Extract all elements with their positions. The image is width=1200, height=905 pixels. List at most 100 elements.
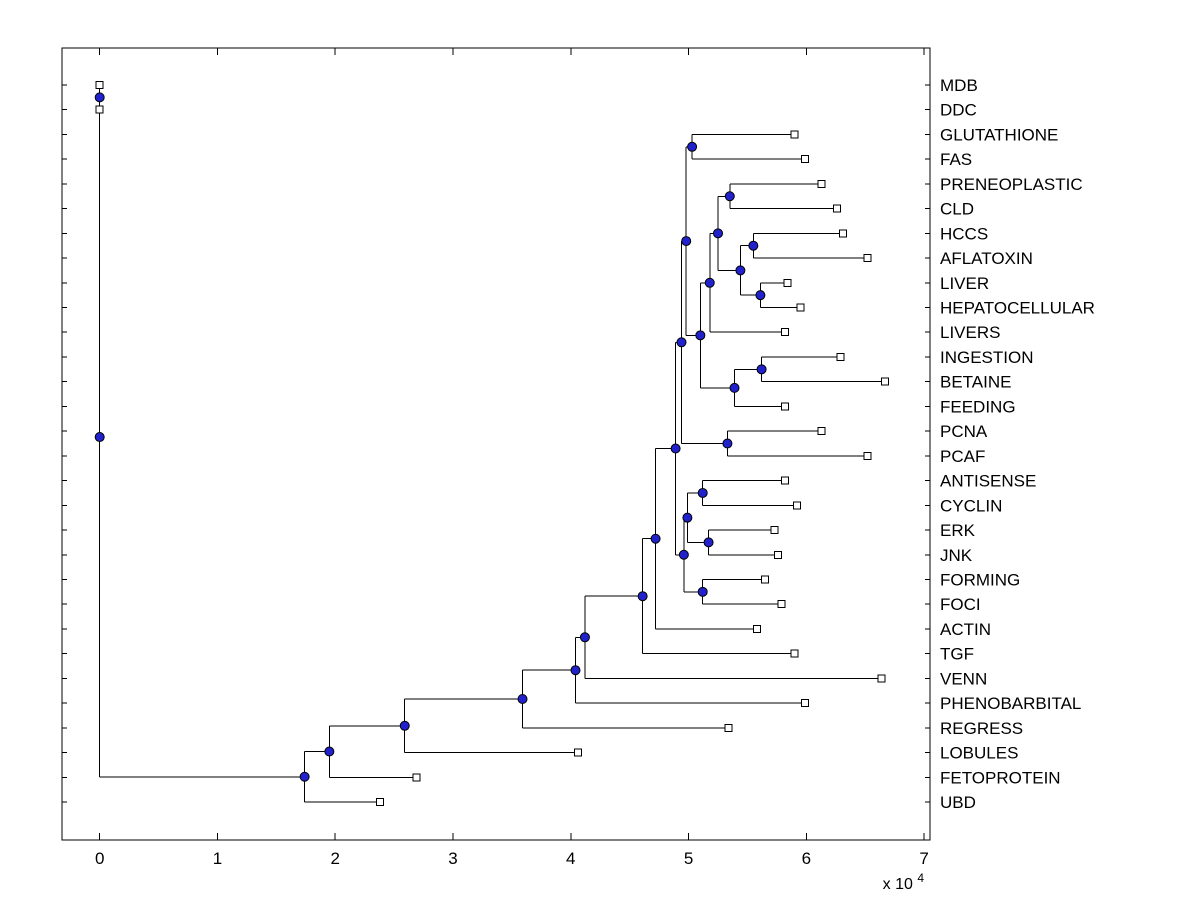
leaf-marker (752, 624, 761, 633)
x-axis-tick-label: 1 (213, 849, 222, 868)
leaf-marker (412, 773, 421, 782)
leaf-label: PRENEOPLASTIC (940, 175, 1083, 194)
leaf-marker (790, 130, 799, 139)
x-axis-tick-label: 7 (919, 849, 928, 868)
leaf-label: GLUTATHIONE (940, 125, 1058, 144)
internal-node-marker (650, 533, 661, 544)
leaf-label: PHENOBARBITAL (940, 694, 1081, 713)
internal-node-marker (670, 443, 681, 454)
internal-node-marker (729, 382, 740, 393)
leaf-marker (836, 352, 845, 361)
internal-node-marker (703, 537, 714, 548)
leaf-marker (724, 723, 733, 732)
leaf-label: AFLATOXIN (940, 249, 1033, 268)
internal-node-marker (517, 694, 528, 705)
internal-node-marker (724, 191, 735, 202)
plot-box (61, 47, 931, 841)
internal-node-marker (94, 92, 105, 103)
leaf-label: INGESTION (940, 348, 1034, 367)
leaf-label: HEPATOCELLULAR (940, 299, 1095, 318)
leaf-label: REGRESS (940, 719, 1023, 738)
internal-node-marker (299, 771, 310, 782)
leaf-marker (838, 229, 847, 238)
x-axis-tick-label: 4 (566, 849, 575, 868)
internal-node-marker (324, 746, 335, 757)
leaf-marker (817, 179, 826, 188)
leaf-marker (781, 476, 790, 485)
leaf-label: CLD (940, 200, 974, 219)
leaf-label: CYCLIN (940, 496, 1002, 515)
internal-node-marker (704, 277, 715, 288)
x-axis-tick-label: 2 (331, 849, 340, 868)
x-axis-tick-label: 5 (684, 849, 693, 868)
leaf-label: DDC (940, 101, 977, 120)
internal-node-marker (94, 432, 105, 443)
leaf-marker (375, 797, 384, 806)
internal-node-marker (682, 512, 693, 523)
leaf-label: TGF (940, 645, 974, 664)
leaf-marker (877, 674, 886, 683)
leaf-label: HCCS (940, 224, 988, 243)
leaf-label: VENN (940, 669, 987, 688)
internal-node-marker (399, 720, 410, 731)
internal-node-marker (713, 228, 724, 239)
leaf-marker (777, 600, 786, 609)
axis-multiplier-label: x 10 4 (883, 871, 925, 893)
leaf-marker (95, 81, 104, 89)
leaf-marker (781, 402, 790, 411)
leaf-label: JNK (940, 546, 973, 565)
leaf-label: PCAF (940, 447, 985, 466)
internal-node-marker (735, 265, 746, 276)
internal-node-marker (676, 337, 687, 348)
leaf-label: FORMING (940, 570, 1020, 589)
leaf-label: LIVER (940, 274, 989, 293)
internal-node-marker (722, 438, 733, 449)
internal-node-marker (681, 236, 692, 247)
internal-node-marker (678, 549, 689, 560)
leaf-label: BETAINE (940, 373, 1011, 392)
leaf-marker (801, 699, 810, 708)
leaf-marker (774, 550, 783, 559)
x-axis-tick-label: 3 (448, 849, 457, 868)
leaf-label: ANTISENSE (940, 472, 1036, 491)
leaf-marker (801, 155, 810, 164)
leaf-marker (817, 427, 826, 436)
leaf-marker (796, 303, 805, 312)
leaf-marker (770, 526, 779, 535)
internal-node-marker (748, 240, 759, 251)
leaf-marker (781, 328, 790, 337)
internal-node-marker (637, 591, 648, 602)
leaf-label: PCNA (940, 422, 988, 441)
leaf-marker (573, 748, 582, 757)
leaf-label: ACTIN (940, 620, 991, 639)
leaf-marker (761, 575, 770, 584)
internal-node-marker (697, 487, 708, 498)
leaf-marker (790, 649, 799, 658)
leaf-marker (95, 105, 104, 114)
leaf-label: MDB (940, 76, 978, 95)
leaf-marker (881, 377, 890, 386)
leaf-marker (783, 278, 792, 287)
internal-node-marker (756, 364, 767, 375)
leaf-label: UBD (940, 793, 976, 812)
leaf-label: ERK (940, 521, 976, 540)
leaf-label: LIVERS (940, 323, 1000, 342)
leaf-marker (863, 451, 872, 460)
internal-node-marker (697, 586, 708, 597)
leaf-label: LOBULES (940, 744, 1018, 763)
leaf-marker (792, 501, 801, 510)
leaf-marker (832, 204, 841, 213)
internal-node-marker (695, 330, 706, 341)
internal-node-marker (579, 632, 590, 643)
leaf-label: FOCI (940, 595, 981, 614)
leaf-marker (863, 254, 872, 263)
internal-node-marker (687, 141, 698, 152)
x-axis-tick-label: 0 (95, 849, 104, 868)
x-axis-tick-label: 6 (802, 849, 811, 868)
leaf-label: FAS (940, 150, 972, 169)
internal-node-marker (755, 290, 766, 301)
leaf-label: FEEDING (940, 397, 1016, 416)
leaf-label: FETOPROTEIN (940, 768, 1061, 787)
